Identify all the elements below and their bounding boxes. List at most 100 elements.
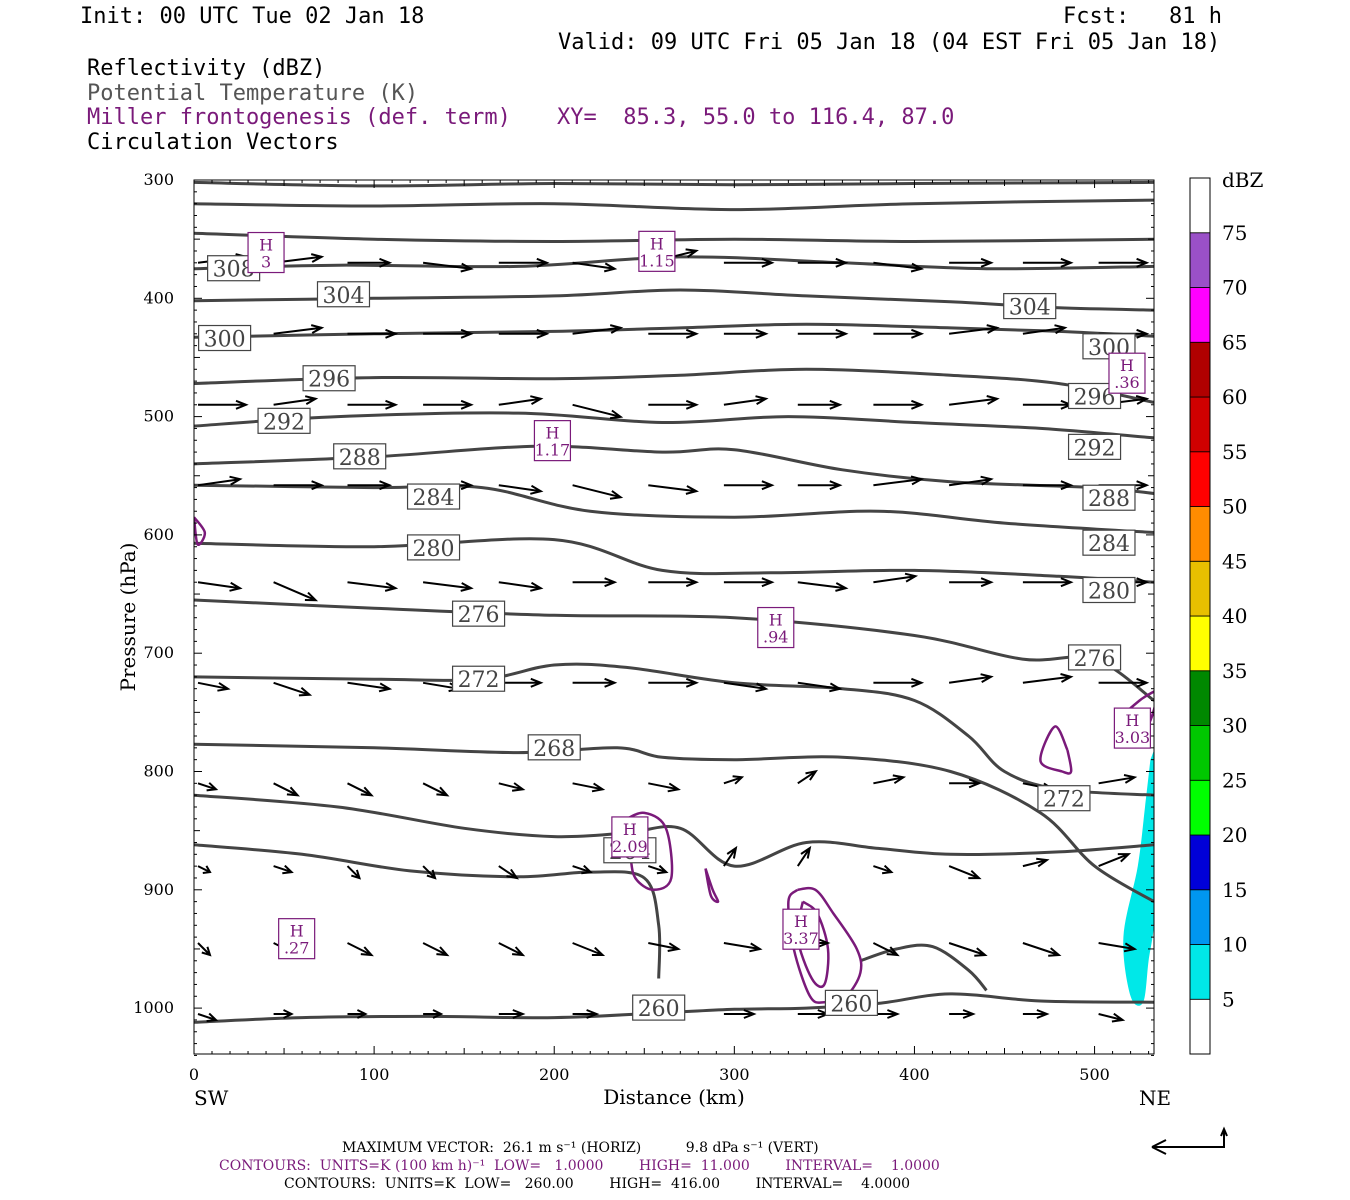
- max-vector-note: MAXIMUM VECTOR: 26.1 m s⁻¹ (HORIZ) 9.8 d…: [342, 1140, 819, 1156]
- circulation-vector: [498, 581, 544, 592]
- circulation-vector: [273, 480, 325, 491]
- frontogenesis-max-value: 3: [261, 253, 271, 272]
- circulation-vector: [423, 399, 474, 410]
- circulation-vector: [723, 942, 763, 953]
- circulation-vector: [797, 480, 843, 491]
- isentrope-label-box: [632, 994, 686, 1021]
- circulation-vector: [498, 942, 526, 957]
- colorbar-level-label: 10: [1222, 933, 1247, 957]
- frontogenesis-max-box: [638, 230, 676, 272]
- circulation-vector: [347, 581, 399, 592]
- circulation-vector: [572, 782, 606, 793]
- isentrope-label-box: [1082, 529, 1136, 556]
- x-tick-label: 200: [539, 1065, 570, 1084]
- circulation-vector: [723, 257, 775, 268]
- isentrope-line: [194, 411, 1154, 440]
- circulation-vector: [423, 1009, 444, 1019]
- circulation-vector: [948, 475, 994, 487]
- circulation-vector: [347, 257, 393, 268]
- plot-frame: [193, 179, 1155, 1055]
- isentrope-label-box: [257, 407, 311, 434]
- circulation-vector: [948, 395, 1000, 406]
- y-tick-label: 400: [143, 288, 174, 307]
- circulation-vector: [198, 399, 249, 410]
- circulation-vector: [648, 484, 699, 495]
- circulation-vector: [1022, 577, 1074, 588]
- isentrope-line: [194, 198, 1154, 212]
- isentrope-label: 284: [1088, 532, 1130, 557]
- colorbar-level-label: 45: [1222, 549, 1247, 573]
- isentrope-label: 304: [1009, 296, 1051, 321]
- reflectivity-area: [1123, 750, 1154, 1006]
- isentrope-label-box: [406, 483, 461, 510]
- colorbar-swatch: [1189, 670, 1211, 726]
- circulation-vector: [949, 257, 994, 268]
- frontogenesis-max-box: [278, 918, 316, 960]
- sw-label: SW: [194, 1086, 229, 1110]
- circulation-vector: [273, 1009, 294, 1019]
- colorbar: 5 10 15 20 25 30 35 40 45 50 55 60 65 70 75 dBZ: [1189, 168, 1264, 1055]
- isentrope-label: 276: [458, 603, 500, 628]
- circulation-vector: [498, 484, 544, 495]
- isentrope-label-box: [1037, 785, 1091, 812]
- circulation-vector: [648, 328, 699, 339]
- colorbar-swatch: [1189, 396, 1211, 453]
- circulation-vector: [498, 328, 550, 339]
- isentrope-label: 280: [1088, 580, 1130, 605]
- isentrope-label: 284: [413, 486, 455, 511]
- circulation-vector: [797, 581, 849, 592]
- circulation-vector: [1022, 324, 1068, 335]
- cross-section-endpoints: XY= 85.3, 55.0 to 116.4, 87.0: [557, 105, 955, 130]
- colorbar-swatch: [1189, 998, 1211, 1055]
- circulation-vector: [197, 782, 219, 792]
- x-tick-label: 100: [359, 1065, 390, 1084]
- circulation-vector: [197, 865, 212, 874]
- x-tick-label: 400: [899, 1065, 930, 1084]
- frontogenesis-max-marker: H: [769, 611, 783, 630]
- circulation-vector: [873, 774, 907, 785]
- circulation-vector: [873, 572, 919, 584]
- reference-vector: [1151, 1126, 1228, 1155]
- isentrope-label-box: [406, 534, 461, 561]
- circulation-vector: [347, 782, 374, 797]
- circulation-vector: [273, 324, 325, 335]
- circulation-vector: [273, 681, 313, 697]
- circulation-vector: [723, 328, 769, 339]
- x-tick-label: 300: [719, 1065, 750, 1084]
- colorbar-swatch: [1189, 944, 1211, 1000]
- frontogenesis-max-marker: H: [290, 922, 304, 941]
- circulation-vector: [723, 1009, 757, 1019]
- circulation-vector: [797, 328, 849, 339]
- frontogenesis-max-marker: H: [1120, 356, 1134, 375]
- isentrope-label-box: [527, 734, 581, 761]
- circulation-vector: [873, 677, 925, 688]
- circulation-vector: [1022, 399, 1074, 410]
- circulation-vector: [572, 261, 618, 273]
- frontogenesis-max-box: [1108, 352, 1146, 394]
- circulation-vector: [1098, 1012, 1126, 1023]
- frontogenesis-max-value: 1.15: [639, 251, 675, 270]
- circulation-vector: [347, 681, 393, 693]
- frontogenesis-max-marker: H: [545, 424, 559, 443]
- frontogenesis-max-marker: H: [1125, 711, 1139, 730]
- frontogenesis-max-value: .27: [284, 939, 309, 958]
- frontogenesis-max-box: [533, 420, 572, 462]
- frontogenesis-contours: [194, 516, 1154, 1004]
- ne-label: NE: [1139, 1086, 1171, 1110]
- y-tick-label: 1000: [133, 998, 174, 1017]
- colorbar-swatch: [1189, 177, 1211, 234]
- circulation-vector: [572, 403, 624, 420]
- colorbar-swatch: [1189, 560, 1211, 617]
- circulation-vector: [273, 782, 301, 797]
- isentrope-label-box: [302, 365, 356, 392]
- circulation-vector: [648, 577, 699, 588]
- circulation-vector: [797, 769, 818, 785]
- field-vectors: Circulation Vectors: [87, 130, 339, 155]
- colorbar-swatch: [1189, 451, 1211, 507]
- frontogenesis-contour: [704, 868, 720, 904]
- circulation-vector: [1098, 677, 1150, 688]
- colorbar-level-label: 65: [1222, 330, 1247, 354]
- frontogenesis-contour: [194, 516, 207, 547]
- circulation-vector: [273, 395, 319, 406]
